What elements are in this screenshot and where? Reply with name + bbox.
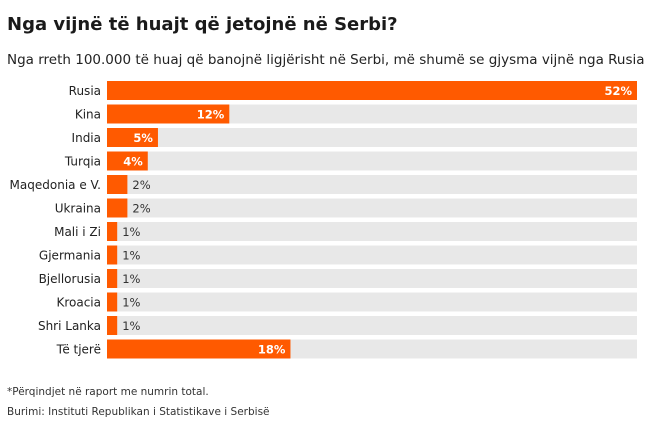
bar-track [107, 316, 637, 335]
bar-chart: Rusia 52% Kina 12% India 5% Turqia 4% Maqedonia … [10, 81, 637, 359]
chart-subtitle: Nga rreth 100.000 të huaj që banojnë lig… [7, 52, 645, 68]
bar-track [107, 128, 637, 147]
bar [107, 104, 230, 124]
bar-track [107, 175, 637, 194]
bar-track [107, 269, 637, 288]
bar [107, 175, 128, 194]
bar-track [107, 222, 637, 241]
bar-track [107, 245, 637, 265]
value-label: 2% [132, 202, 150, 216]
bar-track [107, 151, 637, 171]
bar-track [107, 292, 637, 312]
value-label: 18% [258, 343, 286, 357]
category-label: Të tjerë [56, 343, 101, 357]
value-label: 5% [133, 131, 153, 145]
category-label: India [72, 131, 101, 145]
value-label: 1% [122, 249, 140, 263]
bar [107, 316, 118, 335]
footnote: *Përqindjet në raport me numrin total. [7, 386, 209, 398]
bar [107, 269, 118, 288]
value-label: 2% [132, 178, 150, 192]
bar-track [107, 104, 637, 124]
bar [107, 128, 158, 147]
category-label: Rusia [69, 84, 101, 98]
value-label: 4% [123, 155, 143, 169]
category-label: Ukraina [55, 202, 101, 216]
chart-title: Nga vijnë të huajt që jetojnë në Serbi? [7, 14, 398, 35]
source-note: Burimi: Instituti Republikan i Statistik… [7, 406, 270, 418]
bar [107, 292, 118, 312]
bar [107, 222, 118, 241]
bar [107, 339, 291, 359]
category-label: Kroacia [56, 296, 101, 310]
value-label: 12% [197, 108, 225, 122]
bar-track [107, 198, 637, 218]
category-label: Mali i Zi [54, 225, 101, 239]
value-label: 1% [122, 319, 140, 333]
value-label: 52% [604, 84, 632, 98]
bar [107, 151, 148, 171]
value-label: 1% [122, 225, 140, 239]
category-label: Maqedonia e V. [10, 178, 101, 192]
category-label: Turqia [64, 155, 101, 169]
category-label: Kina [75, 108, 101, 122]
category-label: Bjellorusia [39, 272, 101, 286]
value-label: 1% [122, 296, 140, 310]
bar [107, 245, 118, 265]
bar [107, 198, 128, 218]
bar [107, 81, 637, 100]
category-label: Shri Lanka [38, 319, 101, 333]
category-label: Gjermania [39, 249, 101, 263]
value-label: 1% [122, 272, 140, 286]
